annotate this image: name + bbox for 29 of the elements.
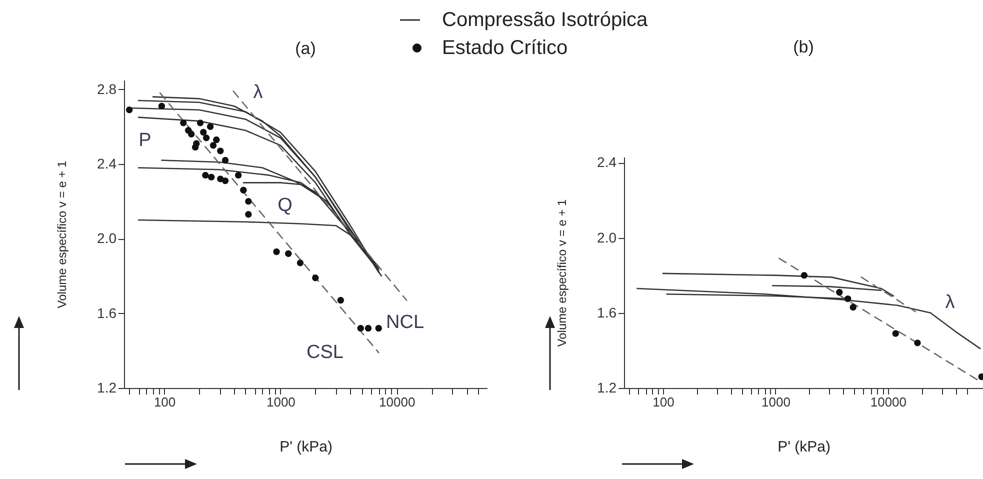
annotation: λ: [945, 292, 956, 313]
chart-title: (a): [295, 39, 316, 58]
y-tick-label: 1.2: [597, 380, 617, 396]
x-tick-label: 10000: [379, 394, 416, 410]
y-tick-label: 2.0: [597, 229, 617, 246]
x-tick-label: 100: [154, 394, 176, 410]
x-tick-label: 1000: [266, 394, 296, 410]
x-tick-label: 1000: [762, 394, 790, 410]
y-axis-title: Volume específico v = e + 1: [55, 160, 70, 308]
y-tick-label: 2.4: [597, 154, 617, 170]
chart-title: (b): [793, 38, 814, 57]
legend-label: Compressão Isotrópica: [442, 8, 648, 32]
annotation: P: [138, 130, 152, 151]
y-tick-label: 1.6: [597, 304, 617, 320]
annotation: Q: [278, 195, 292, 216]
y-tick-label: 2.8: [97, 80, 117, 97]
y-axis-title: Volume específico v = e + 1: [555, 198, 570, 347]
annotation: CSL: [306, 342, 344, 363]
y-tick-label: 1.2: [97, 380, 117, 396]
x-axis-title: P' (kPa): [280, 438, 332, 456]
y-tick-label: 1.6: [97, 304, 117, 321]
y-tick-label: 2.4: [97, 156, 117, 172]
x-tick-label: 100: [652, 394, 674, 410]
y-tick-label: 2.0: [97, 230, 117, 246]
annotation: NCL: [386, 312, 424, 333]
x-tick-label: 10000: [870, 394, 907, 410]
x-axis-title: P' (kPa): [778, 438, 830, 456]
legend-label: Estado Crítico: [442, 36, 568, 60]
annotation: λ: [253, 82, 264, 103]
